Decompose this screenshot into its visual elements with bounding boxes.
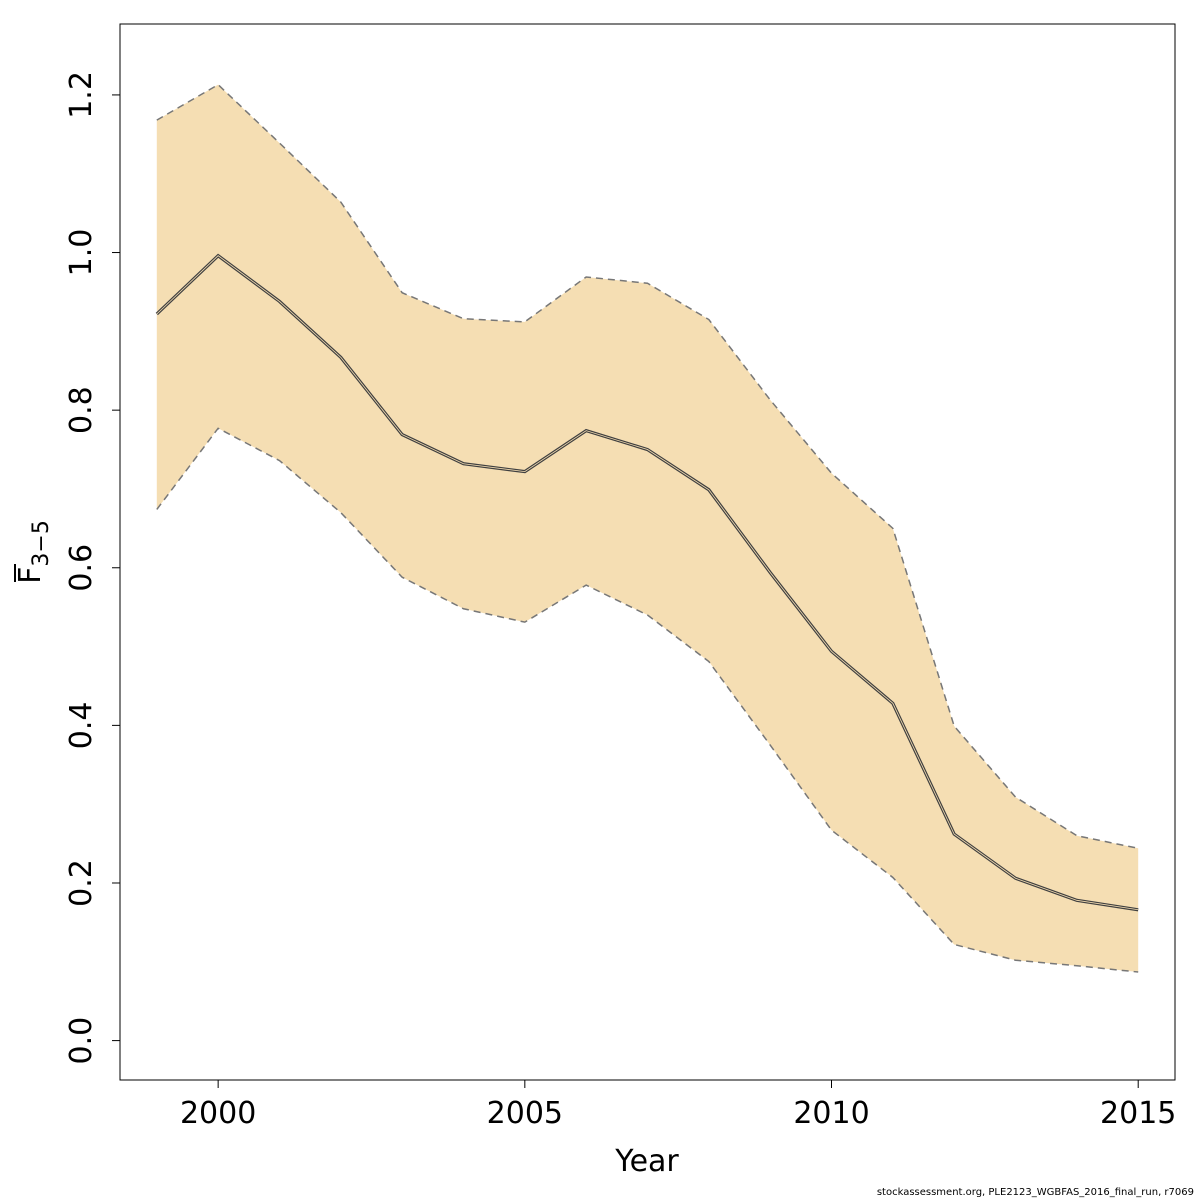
x-tick-label: 2005 <box>487 1096 563 1131</box>
x-tick-label: 2015 <box>1100 1096 1176 1131</box>
y-tick-label: 1.0 <box>64 229 99 277</box>
plot-area <box>155 83 1139 973</box>
x-tick-label: 2010 <box>793 1096 869 1131</box>
series-line-inner <box>156 255 1139 911</box>
footer-credit: stockassessment.org, PLE2123_WGBFAS_2016… <box>876 1187 1194 1198</box>
y-axis-title-subscript: 3−5 <box>29 520 54 566</box>
y-axis-title-base: F <box>13 567 48 584</box>
y-axis-title: F3−5 <box>13 520 54 584</box>
y-tick-label: 1.2 <box>64 71 99 119</box>
y-tick-label: 0.4 <box>64 702 99 750</box>
x-axis-title: Year <box>614 1144 679 1179</box>
x-tick-label: 2000 <box>180 1096 256 1131</box>
y-tick-label: 0.2 <box>64 859 99 907</box>
axes: 2000 2005 2010 2015 0.0 0.2 0.4 0.6 0.8 1.0 1.2 <box>64 71 1176 1131</box>
band-upper-bound <box>156 83 1139 850</box>
band-lower-bound <box>156 427 1139 973</box>
y-tick-label: 0.0 <box>64 1017 99 1065</box>
confidence-band <box>156 84 1139 973</box>
y-tick-label: 0.6 <box>64 544 99 592</box>
svg-text:F3−5: F3−5 <box>13 520 54 584</box>
y-tick-label: 0.8 <box>64 386 99 434</box>
